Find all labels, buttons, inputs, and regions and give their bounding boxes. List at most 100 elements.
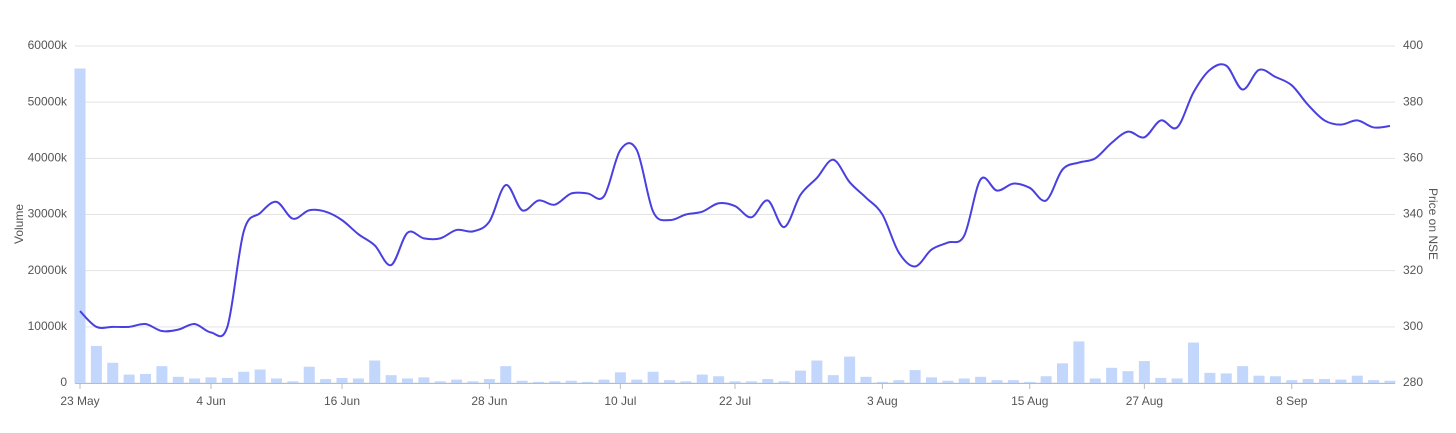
y-tick-label: 10000k	[28, 319, 68, 333]
bar	[1237, 366, 1249, 383]
bar	[352, 378, 364, 383]
bar	[1024, 381, 1036, 383]
bar	[942, 380, 954, 383]
x-tick-label: 4 Jun	[196, 394, 225, 408]
x-tick-label: 3 Aug	[867, 394, 898, 408]
bar	[418, 377, 430, 383]
bar	[860, 376, 872, 383]
bar	[189, 378, 201, 383]
x-tick-label: 8 Sep	[1276, 394, 1308, 408]
bar	[1204, 372, 1216, 383]
y-tick-label: 50000k	[28, 94, 68, 108]
bar	[647, 371, 659, 383]
y-tick-label: 60000k	[28, 38, 68, 52]
y2-tick-label: 320	[1403, 263, 1423, 277]
bar	[385, 375, 397, 383]
bar	[1384, 380, 1396, 383]
bar	[1302, 379, 1314, 383]
bar	[827, 375, 839, 383]
bar	[1007, 380, 1019, 383]
y2-tick-label: 360	[1403, 151, 1423, 165]
bar	[1319, 379, 1330, 383]
y-tick-label: 40000k	[28, 151, 68, 165]
y2-tick-label: 400	[1403, 38, 1423, 52]
bar	[172, 376, 184, 383]
x-tick-label: 23 May	[60, 394, 99, 408]
bar	[90, 345, 102, 383]
bar	[516, 380, 528, 383]
bar	[123, 374, 135, 383]
bar	[369, 360, 381, 383]
bar	[1040, 376, 1052, 383]
bar	[205, 377, 217, 383]
bar	[991, 380, 1003, 383]
bar	[1089, 378, 1101, 383]
bar	[533, 381, 544, 383]
bar	[778, 381, 790, 383]
y2-tick-label: 280	[1403, 375, 1423, 389]
bar	[1253, 375, 1265, 383]
bar	[74, 68, 86, 383]
x-tick-label: 16 Jun	[324, 394, 360, 408]
bar	[238, 371, 250, 383]
x-tick-label: 15 Aug	[1011, 394, 1048, 408]
bar	[696, 374, 708, 383]
bar	[1220, 373, 1232, 383]
x-tick-label: 22 Jul	[719, 394, 751, 408]
bar	[745, 381, 757, 383]
bar	[434, 381, 446, 383]
bar	[614, 372, 626, 383]
bar	[713, 376, 725, 383]
x-tick-label: 28 Jun	[471, 394, 507, 408]
y-tick-label: 0	[60, 375, 67, 389]
bar	[1106, 367, 1118, 383]
bar	[467, 381, 479, 383]
bar	[1269, 376, 1281, 383]
bar	[582, 381, 594, 383]
y-tick-label: 20000k	[28, 263, 68, 277]
bar	[549, 381, 561, 383]
bar	[1138, 361, 1150, 383]
bar	[320, 379, 332, 383]
y2-tick-label: 380	[1403, 94, 1423, 108]
bar	[1057, 363, 1068, 383]
bar	[140, 374, 151, 383]
bar	[893, 380, 905, 383]
bar	[1351, 375, 1363, 383]
bar	[156, 366, 168, 383]
bar	[876, 381, 888, 383]
bar	[1073, 341, 1085, 383]
y-axis-label: Volume	[12, 204, 26, 244]
bar	[107, 362, 119, 383]
y2-tick-label: 340	[1403, 207, 1423, 221]
x-tick-label: 10 Jul	[604, 394, 636, 408]
bar	[1335, 379, 1347, 383]
bar	[598, 379, 610, 383]
bar	[795, 370, 806, 383]
bar	[271, 378, 282, 383]
bar	[483, 379, 495, 383]
y2-axis-label: Price on NSE	[1426, 188, 1440, 260]
bar	[221, 377, 233, 383]
bar	[631, 379, 643, 383]
bar	[844, 356, 856, 383]
bar	[811, 360, 823, 383]
bar	[729, 381, 741, 383]
bar	[287, 381, 299, 383]
bar	[975, 376, 987, 383]
bar	[909, 370, 921, 383]
bar	[762, 379, 774, 383]
bar	[1188, 342, 1199, 383]
bar	[500, 366, 512, 383]
bar	[451, 379, 463, 383]
price-line	[79, 63, 1391, 338]
y-tick-label: 30000k	[28, 207, 68, 221]
bar	[958, 378, 970, 383]
bar	[1171, 378, 1183, 383]
bar	[1122, 371, 1134, 383]
bar	[402, 378, 413, 383]
bar	[303, 366, 315, 383]
bar	[1368, 380, 1380, 383]
x-tick-label: 27 Aug	[1126, 394, 1163, 408]
